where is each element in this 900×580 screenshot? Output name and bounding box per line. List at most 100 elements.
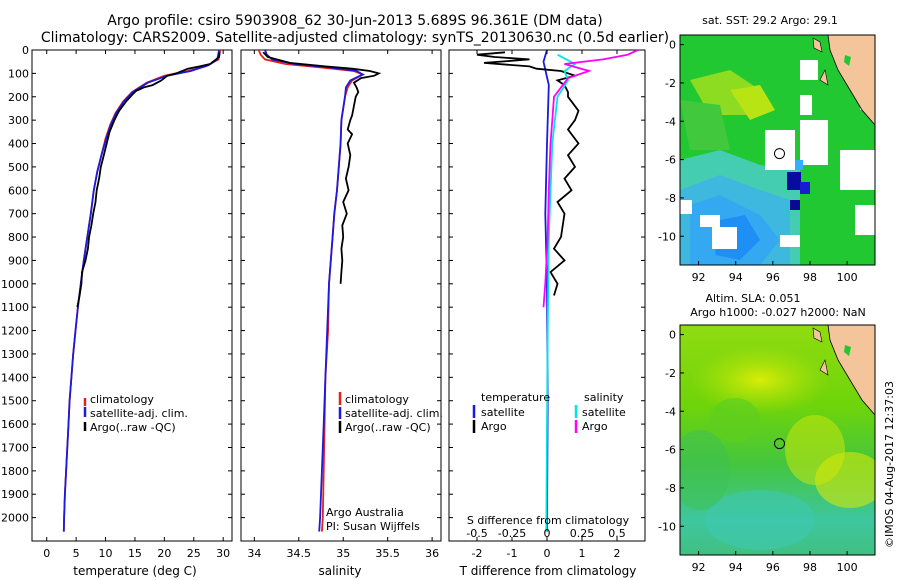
salinity-annotation-line2: PI: Susan Wijffels: [326, 520, 420, 533]
temperature-xlabel: temperature (deg C): [73, 564, 196, 578]
temperature-xtick-label: 15: [128, 547, 142, 560]
salinity-panel: 34 34.5 35 35.5 36 salinity climatology sate…: [240, 49, 443, 578]
temperature-ytick-label: 400: [8, 138, 29, 151]
difference-x2tick-label: 0.25: [570, 527, 595, 540]
salinity-series-argo-raw-qc-: [262, 51, 382, 284]
temperature-ytick-label: 1100: [1, 301, 29, 314]
difference-xtick-label: 0: [544, 547, 551, 560]
sst_map-ytick-label: -8: [665, 192, 676, 205]
temperature-xtick-label: 5: [73, 547, 80, 560]
temperature-ytick-label: 1300: [1, 348, 29, 361]
salinity-xlabel: salinity: [318, 564, 361, 578]
sst_map-ytick-label: -4: [665, 115, 676, 128]
sla-map: Altim. SLA: 0.051 Argo h1000: -0.027 h20…: [658, 292, 876, 574]
difference-series-salinity-argo: [542, 50, 639, 308]
sla_map-xtick-label: 100: [837, 561, 858, 574]
temperature-legend: climatology satellite-adj. clim. Argo(..…: [83, 393, 188, 434]
difference-xtick-label: -1: [507, 547, 518, 560]
temperature-ytick-label: 1800: [1, 465, 29, 478]
timestamp: ©IMOS 04-Aug-2017 12:37:03: [883, 381, 896, 548]
temperature-ytick-label: 0: [22, 44, 29, 57]
salinity-xtick-label: 34: [247, 547, 261, 560]
difference-series-salinity-satellite: [545, 53, 577, 532]
salinity-legend-satellite: satellite-adj. clim.: [345, 407, 443, 420]
difference-x2tick-label: -0.5: [466, 527, 487, 540]
temperature-ytick-label: 100: [8, 67, 29, 80]
temperature-ytick-label: 800: [8, 231, 29, 244]
temperature-series-satellite-adj-clim-: [62, 50, 220, 532]
salinity-xtick-label: 35: [336, 547, 350, 560]
sla_map-xtick-label: 98: [803, 561, 817, 574]
temperature-legend-satellite: satellite-adj. clim.: [90, 407, 188, 420]
sst-map-title: sat. SST: 29.2 Argo: 29.1: [702, 14, 838, 27]
sst-map: sat. SST: 29.2 Argo: 29.1: [658, 14, 876, 284]
difference-legend-sal-satellite: satellite: [582, 406, 626, 419]
sst_map-xtick-label: 96: [766, 271, 780, 284]
sst-map-argo-marker: [774, 148, 785, 160]
sst_map-xtick-label: 100: [837, 271, 858, 284]
difference-x2tick-label: -0.25: [498, 527, 526, 540]
sst_map-ytick-label: -2: [665, 77, 676, 90]
salinity-xtick-label: 36: [425, 547, 439, 560]
difference-legend-temp-satellite: satellite: [481, 406, 525, 419]
temperature-legend-climatology: climatology: [90, 393, 154, 406]
sla-map-title-line1: Altim. SLA: 0.051: [705, 292, 800, 305]
difference-legend-sal-argo: Argo: [582, 420, 608, 433]
temperature-xtick-label: 20: [157, 547, 171, 560]
sla-map-argo-marker: [774, 438, 785, 450]
temperature-ytick-label: 200: [8, 91, 29, 104]
temperature-ytick-label: 700: [8, 208, 29, 221]
salinity-legend: climatology satellite-adj. clim. Argo(..…: [338, 392, 443, 434]
sla_map-ytick-label: 0: [669, 329, 676, 342]
sla-map-title-line2: Argo h1000: -0.027 h2000: NaN: [690, 306, 866, 319]
sst_map-xtick-label: 92: [692, 271, 706, 284]
sla_map-ytick-label: -4: [665, 405, 676, 418]
salinity-xtick-label: 34.5: [287, 547, 312, 560]
salinity-xtick-label: 35.5: [375, 547, 400, 560]
salinity-annotation-line1: Argo Australia: [326, 506, 404, 519]
temperature-ytick-label: 300: [8, 114, 29, 127]
temperature-ytick-label: 2000: [1, 512, 29, 525]
temperature-ytick-label: 1200: [1, 325, 29, 338]
difference-xtick-label: 1: [579, 547, 586, 560]
sla_map-ytick-label: -2: [665, 367, 676, 380]
difference-legend: temperature salinity satellite Argo sate…: [472, 391, 626, 433]
temperature-ytick-label: 900: [8, 254, 29, 267]
difference-x2tick-label: 0.5: [608, 527, 626, 540]
temperature-ytick-label: 1900: [1, 488, 29, 501]
temperature-xtick-label: 10: [99, 547, 113, 560]
temperature-xtick-label: 25: [187, 547, 201, 560]
temperature-xtick-label: 30: [216, 547, 230, 560]
temperature-panel: 0100200300400500600700800900100011001200…: [1, 44, 233, 578]
temperature-ytick-label: 1500: [1, 395, 29, 408]
difference-legend-temp-argo: Argo: [481, 420, 507, 433]
temperature-ytick-label: 1700: [1, 441, 29, 454]
sla_map-ytick-label: -8: [665, 482, 676, 495]
temperature-series-argo-raw-qc-: [76, 52, 221, 308]
sla_map-xtick-label: 92: [692, 561, 706, 574]
temperature-ytick-label: 500: [8, 161, 29, 174]
sla_map-ytick-label: -6: [665, 444, 676, 457]
difference-legend-temperature-title: temperature: [481, 391, 550, 404]
difference-xtick-label: 2: [614, 547, 621, 560]
temperature-ytick-label: 600: [8, 184, 29, 197]
sst_map-xtick-label: 94: [729, 271, 743, 284]
salinity-legend-climatology: climatology: [345, 393, 409, 406]
difference-panel: -2 -1 0 1 2 -0.5 -0.25 0 0.25 0.5 S difference fr…: [448, 49, 646, 578]
sla_map-ytick-label: -10: [658, 520, 676, 533]
sst_map-ytick-label: 0: [669, 39, 676, 52]
figure-title-line1: Argo profile: csiro 5903908_62 30-Jun-20…: [107, 13, 602, 29]
difference-x2label: S difference from climatology: [467, 514, 630, 527]
difference-xlabel: T difference from climatology: [459, 564, 637, 578]
temperature-xtick-label: 0: [43, 547, 50, 560]
difference-x2tick-label: 0: [544, 527, 551, 540]
temperature-ytick-label: 1600: [1, 418, 29, 431]
difference-legend-salinity-title: salinity: [584, 391, 624, 404]
temperature-ytick-label: 1000: [1, 278, 29, 291]
temperature-ytick-label: 1400: [1, 371, 29, 384]
sla_map-xtick-label: 94: [729, 561, 743, 574]
figure-title-line2: Climatology: CARS2009. Satellite-adjuste…: [41, 30, 669, 46]
sst_map-ytick-label: -6: [665, 154, 676, 167]
sst_map-ytick-label: -10: [658, 230, 676, 243]
